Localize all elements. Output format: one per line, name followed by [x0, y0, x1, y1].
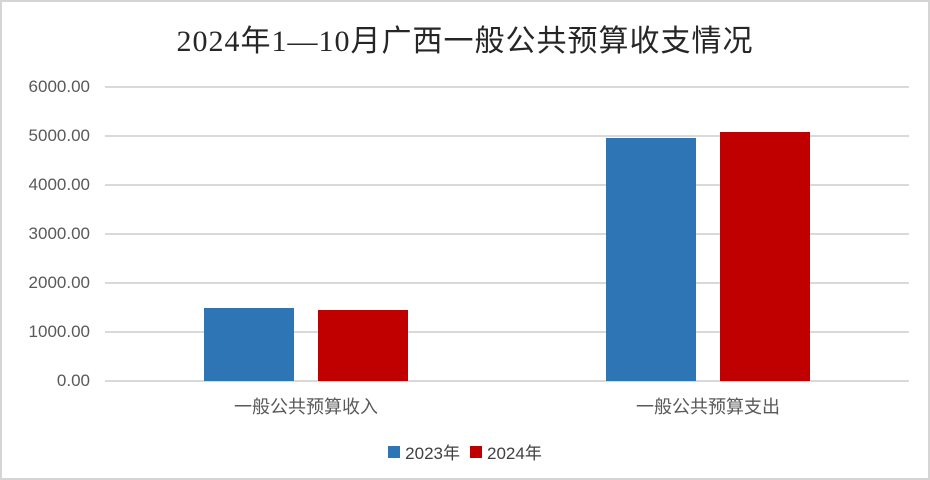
plot-area [105, 86, 909, 382]
bar-2024年-一般公共预算收入 [318, 310, 408, 381]
x-axis: 一般公共预算收入 一般公共预算支出 [105, 393, 909, 419]
y-axis: 0.00 1000.00 2000.00 3000.00 4000.00 5000.00 6… [2, 77, 90, 390]
gridline [105, 86, 909, 88]
gridline [105, 184, 909, 186]
y-tick-label: 1000.00 [28, 322, 90, 341]
gridline [105, 282, 909, 284]
legend-label: 2024年 [487, 444, 542, 463]
bar-2024年-一般公共预算支出 [720, 131, 810, 381]
gridline [105, 331, 909, 333]
legend-item-2024年: 2024年 [470, 439, 542, 464]
legend-swatch-icon [388, 445, 401, 458]
gridline [105, 380, 909, 382]
y-tick-label: 2000.00 [28, 273, 90, 292]
legend: 2023年 2024年 [2, 439, 928, 464]
legend-swatch-icon [470, 445, 482, 458]
y-tick-label: 5000.00 [28, 126, 90, 145]
y-tick-label: 3000.00 [28, 224, 90, 243]
gridline [105, 135, 909, 137]
bar-2023年-一般公共预算收入 [204, 307, 294, 381]
y-tick-label: 4000.00 [28, 175, 90, 194]
y-tick-label: 6000.00 [28, 77, 90, 96]
gridline [105, 233, 909, 235]
legend-item-2023年: 2023年 [388, 439, 460, 464]
y-tick-label: 0.00 [56, 371, 90, 390]
x-category-label: 一般公共预算支出 [636, 397, 780, 417]
x-category-label: 一般公共预算收入 [234, 397, 378, 417]
chart-title: 2024年1—10月广西一般公共预算收支情况 [176, 25, 754, 58]
bar-2023年-一般公共预算支出 [606, 137, 696, 381]
legend-label: 2023年 [405, 444, 460, 463]
